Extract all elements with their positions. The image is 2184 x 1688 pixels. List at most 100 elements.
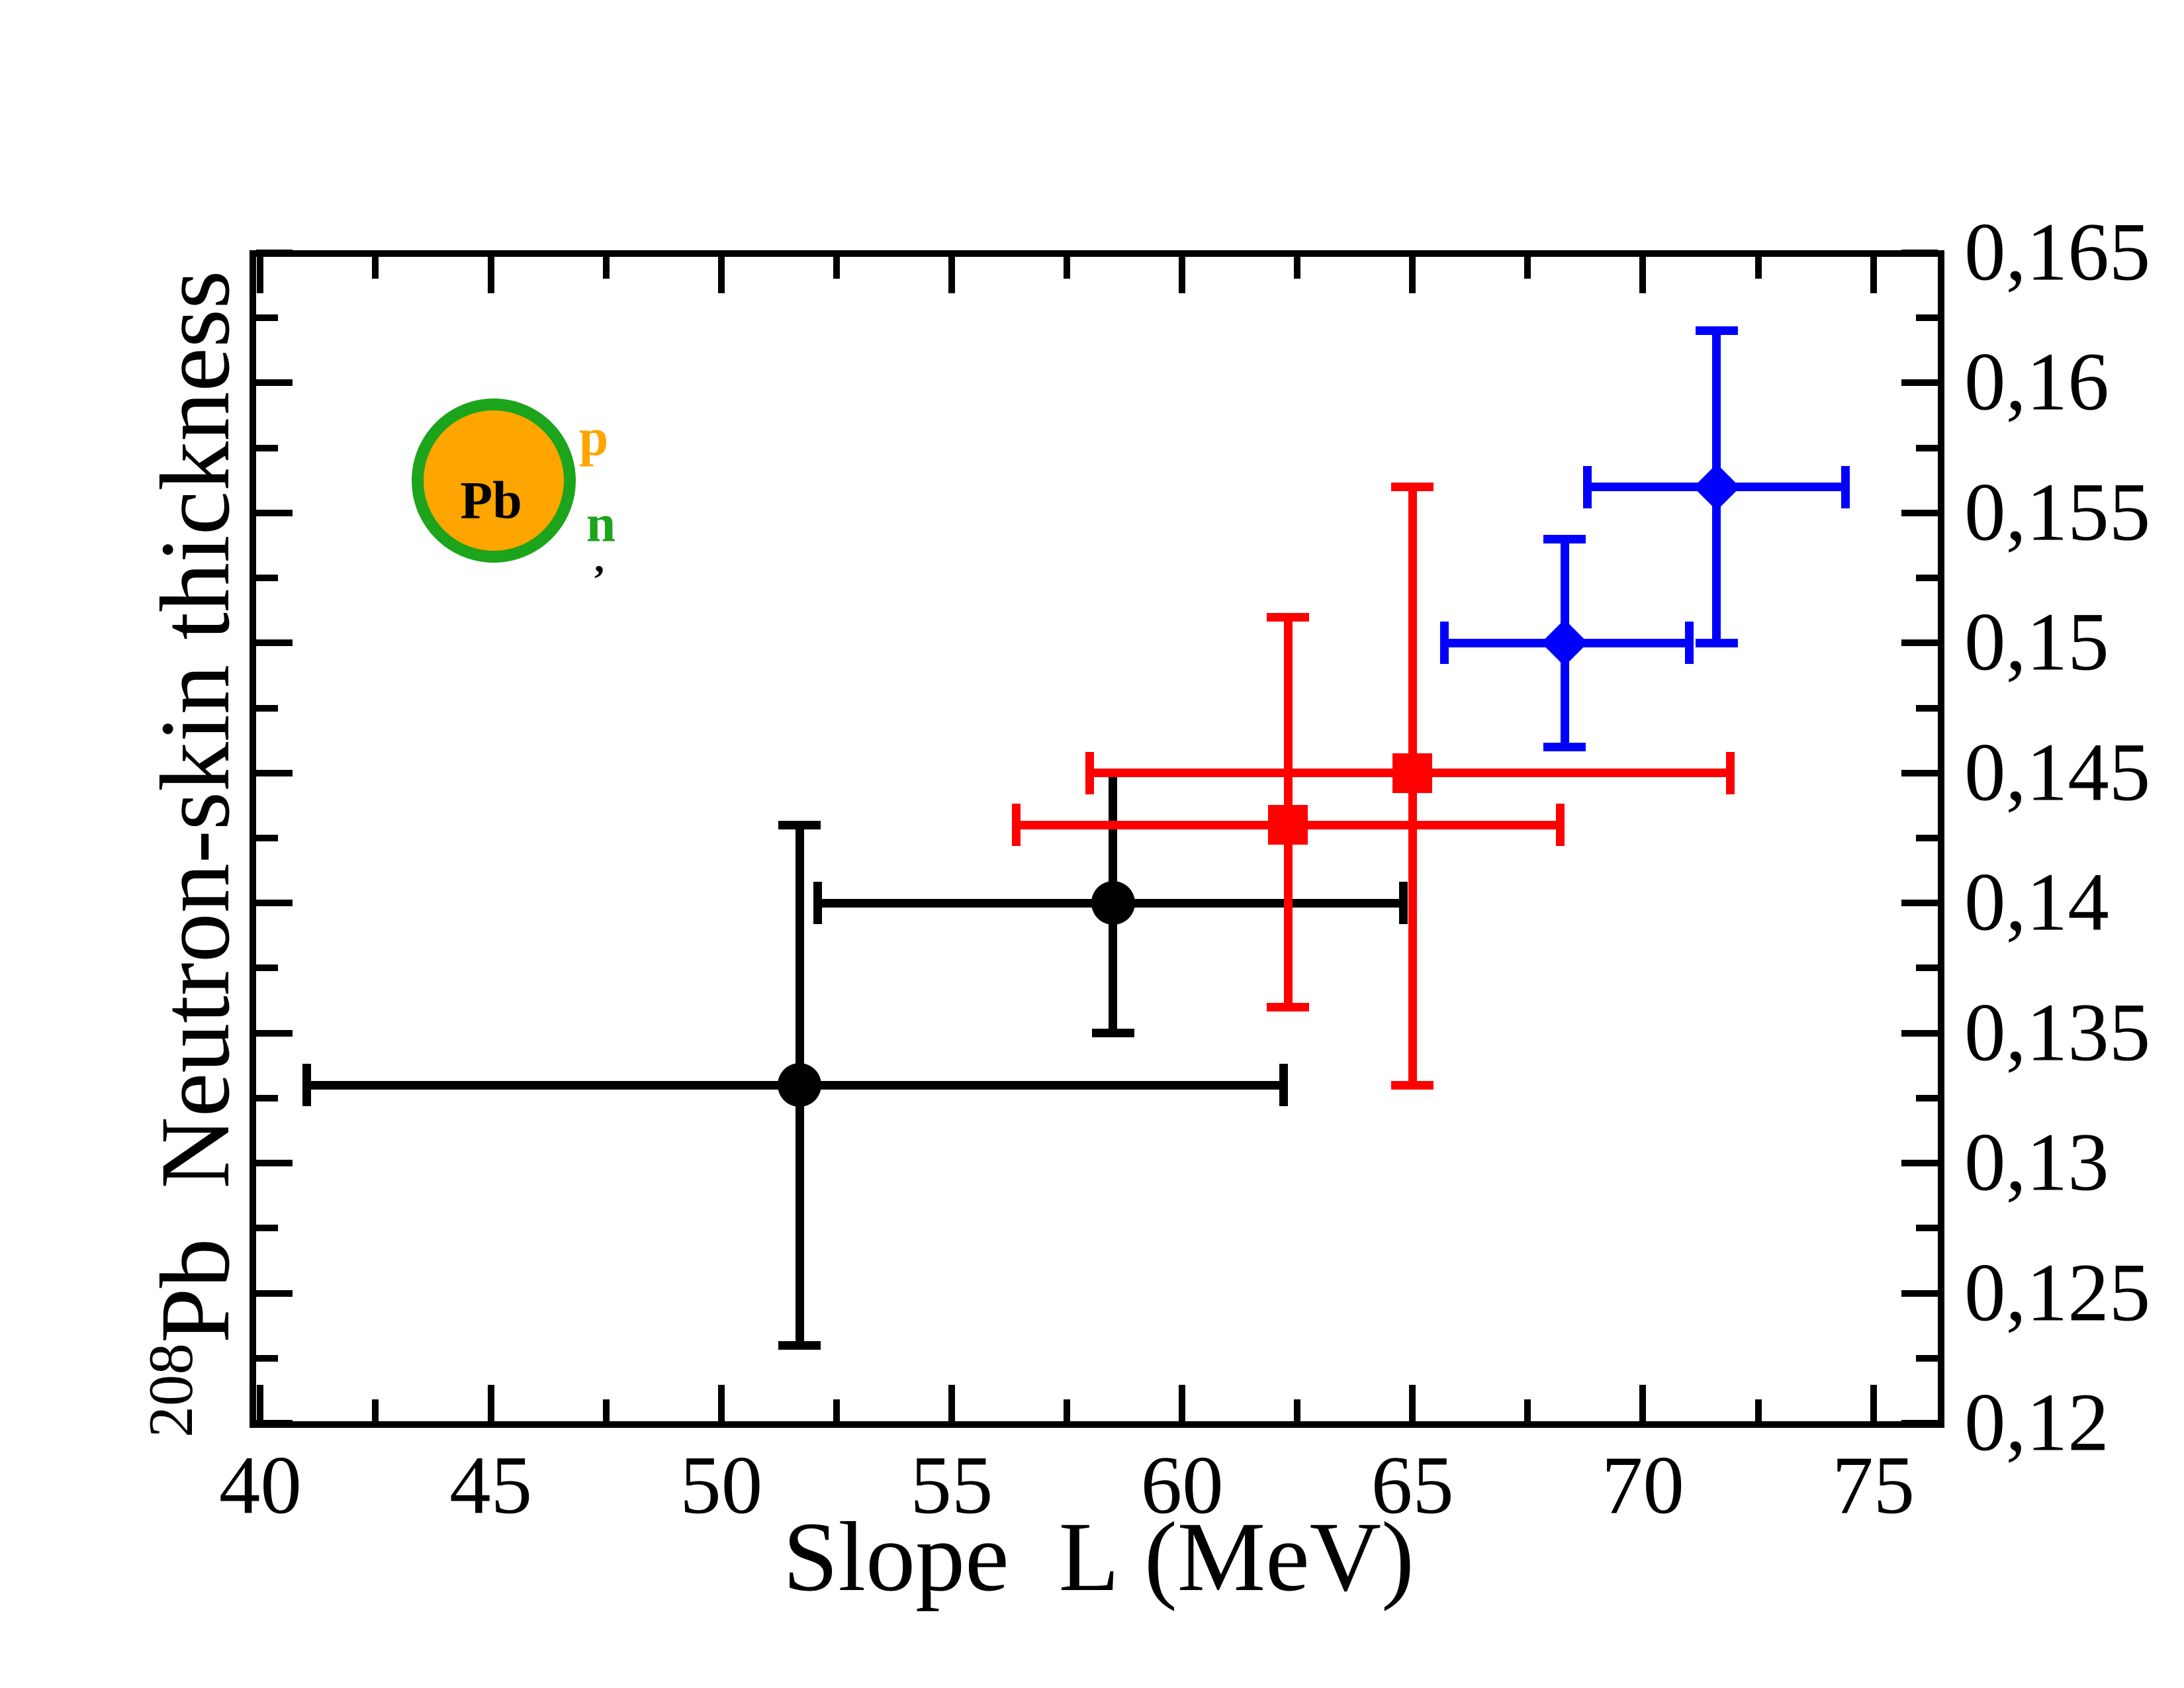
x-major-tick-bottom (948, 1385, 955, 1421)
error-cap-y-black-circles (1091, 1029, 1134, 1038)
inset-neutron-label: n (586, 494, 616, 553)
y-minor-tick-left (256, 964, 278, 972)
inset-core-label: Pb (460, 471, 522, 530)
y-minor-tick-left (256, 835, 278, 841)
x-minor-tick-top (372, 257, 379, 279)
x-minor-tick-top (602, 257, 610, 279)
y-tick-label: 0,145 (1964, 727, 2151, 819)
y-minor-tick-right (1916, 314, 1938, 322)
y-tick-label: 0,125 (1964, 1247, 2151, 1339)
y-minor-tick-left (256, 575, 278, 582)
y-major-tick-right (1901, 1029, 1938, 1037)
y-major-tick-right (1901, 769, 1938, 776)
error-cap-x-red-squares (1726, 751, 1735, 794)
x-major-tick-top (1639, 257, 1647, 293)
x-major-tick-bottom (1409, 1385, 1416, 1421)
x-major-tick-bottom (257, 1385, 264, 1421)
x-major-tick-top (487, 257, 494, 293)
y-minor-tick-left (256, 1354, 278, 1362)
x-major-tick-bottom (1179, 1385, 1186, 1421)
x-major-tick-top (1409, 257, 1416, 293)
error-cap-x-red-squares (1555, 804, 1565, 847)
y-minor-tick-right (1916, 1225, 1938, 1232)
x-major-tick-top (948, 257, 955, 293)
marker-red-square (1392, 753, 1433, 793)
y-minor-tick-right (1916, 1094, 1938, 1102)
y-major-tick-right (1901, 639, 1938, 647)
error-cap-x-red-squares (1011, 804, 1021, 847)
x-minor-tick-top (1294, 257, 1301, 279)
y-major-tick-right (1901, 1289, 1938, 1297)
x-minor-tick-bottom (833, 1399, 840, 1421)
x-minor-tick-top (833, 257, 840, 279)
error-cap-y-red-squares (1391, 1080, 1434, 1090)
error-cap-y-black-circles (778, 820, 821, 829)
x-minor-tick-top (1524, 257, 1531, 279)
y-major-tick-left (256, 1160, 293, 1167)
error-cap-y-blue-diamonds (1695, 638, 1738, 647)
error-cap-y-red-squares (1267, 1002, 1310, 1011)
x-tick-label: 45 (449, 1440, 533, 1532)
x-major-tick-bottom (717, 1385, 725, 1421)
y-minor-tick-left (256, 1225, 278, 1232)
x-minor-tick-top (1063, 257, 1070, 279)
y-major-tick-left (256, 900, 293, 907)
error-cap-y-blue-diamonds (1543, 742, 1586, 751)
plot-frame (250, 250, 1944, 1428)
y-major-tick-right (1901, 379, 1938, 387)
y-minor-tick-right (1916, 964, 1938, 972)
marker-black-circle (1091, 881, 1135, 925)
x-minor-tick-bottom (372, 1399, 379, 1421)
y-minor-tick-left (256, 1094, 278, 1102)
x-minor-tick-bottom (1524, 1399, 1531, 1421)
y-axis-title-text: Pb Neutron-skin thickness (140, 270, 250, 1344)
y-major-tick-left (256, 509, 293, 516)
x-major-tick-bottom (1639, 1385, 1647, 1421)
y-minor-tick-right (1916, 704, 1938, 712)
y-major-tick-left (256, 250, 293, 256)
y-tick-label: 0,155 (1964, 467, 2151, 559)
marker-black-circle (778, 1063, 822, 1107)
y-tick-label: 0,14 (1964, 857, 2109, 949)
y-tick-label: 0,12 (1964, 1377, 2109, 1469)
y-minor-tick-left (256, 444, 278, 451)
error-cap-x-black-circles (1279, 1064, 1288, 1107)
error-cap-x-blue-diamonds (1841, 465, 1850, 508)
x-minor-tick-bottom (602, 1399, 610, 1421)
x-tick-label: 70 (1601, 1440, 1684, 1532)
x-minor-tick-top (1754, 257, 1762, 279)
error-cap-x-black-circles (813, 882, 823, 925)
error-cap-y-black-circles (778, 1340, 821, 1350)
y-tick-label: 0,15 (1964, 596, 2109, 688)
error-cap-y-red-squares (1391, 483, 1434, 492)
x-major-tick-top (717, 257, 725, 293)
y-major-tick-left (256, 769, 293, 776)
y-minor-tick-left (256, 314, 278, 322)
x-major-tick-top (257, 257, 264, 293)
y-major-tick-right (1901, 1420, 1938, 1427)
x-minor-tick-bottom (1063, 1399, 1070, 1421)
y-tick-label: 0,165 (1964, 207, 2151, 299)
error-cap-y-red-squares (1267, 612, 1310, 622)
y-minor-tick-right (1916, 835, 1938, 841)
error-cap-x-black-circles (1398, 882, 1408, 925)
x-axis-title: Slope L (MeV) (783, 1502, 1414, 1612)
error-cap-x-black-circles (302, 1064, 311, 1107)
x-tick-label: 60 (1140, 1440, 1224, 1532)
y-tick-label: 0,13 (1964, 1117, 2109, 1209)
y-major-tick-left (256, 639, 293, 647)
y-major-tick-right (1901, 250, 1938, 256)
x-major-tick-top (1870, 257, 1877, 293)
y-axis-title: 208Pb Neutron-skin thickness (136, 270, 250, 1437)
x-tick-label: 65 (1371, 1440, 1454, 1532)
x-major-tick-bottom (487, 1385, 494, 1421)
y-tick-label: 0,135 (1964, 987, 2151, 1079)
error-cap-y-blue-diamonds (1543, 534, 1586, 543)
x-tick-label: 40 (218, 1440, 302, 1532)
y-major-tick-right (1901, 509, 1938, 516)
y-major-tick-right (1901, 900, 1938, 907)
inset-proton-label: p (578, 408, 609, 467)
y-minor-tick-right (1916, 444, 1938, 451)
error-cap-x-red-squares (1085, 751, 1095, 794)
